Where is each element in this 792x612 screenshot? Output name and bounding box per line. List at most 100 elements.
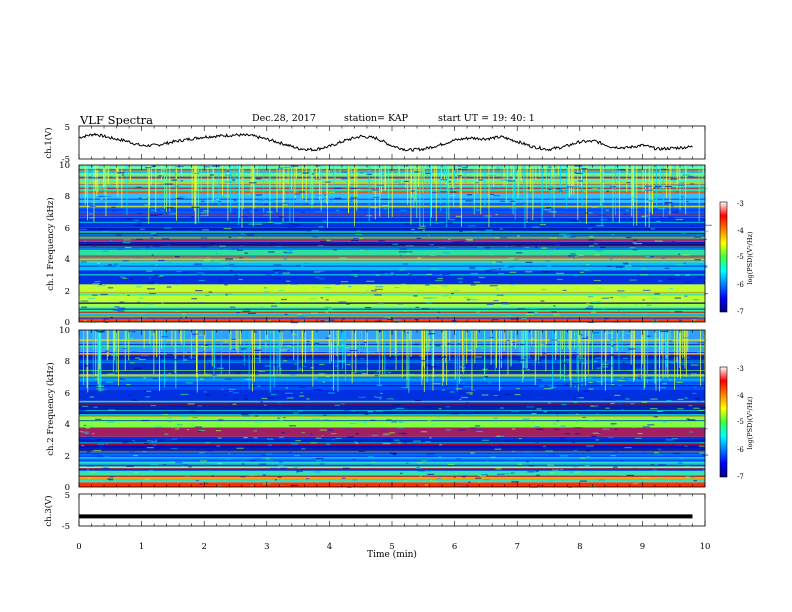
spec-speckle (320, 297, 324, 299)
spec-speckle (358, 450, 365, 452)
spec-streak (604, 330, 606, 391)
x-tick-label: 0 (76, 542, 81, 552)
spec-streak (230, 165, 232, 213)
spec-speckle (330, 433, 337, 435)
spec-speckle (666, 400, 672, 402)
spec-speckle (306, 398, 310, 400)
spec-speckle (469, 393, 473, 395)
spec-speckle (373, 271, 377, 274)
spec-speckle (383, 208, 388, 210)
spec-streak (446, 165, 448, 228)
spec-speckle (168, 372, 171, 374)
spec-speckle (370, 419, 376, 421)
spec-speckle (526, 320, 529, 322)
spec-speckle (587, 212, 593, 214)
spec-speckle (592, 332, 599, 334)
spec-speckle (166, 261, 173, 263)
spec-speckle (499, 387, 502, 389)
spec-speckle (148, 282, 155, 284)
spec-streak (687, 330, 689, 352)
spec-streak (621, 330, 623, 352)
spec-speckle (199, 483, 203, 485)
spec-speckle (574, 385, 577, 387)
spec-speckle (396, 432, 403, 435)
ch2-spec-ytick-8: 8 (65, 357, 70, 367)
spec-speckle (592, 187, 598, 190)
spec-streak (528, 330, 530, 358)
spec-streak (503, 165, 505, 186)
spec-streak (426, 330, 427, 352)
spec-speckle (310, 433, 313, 435)
spec-speckle (140, 354, 149, 357)
spec-speckle (395, 354, 401, 356)
spec-speckle (355, 233, 362, 236)
spec-speckle (257, 347, 261, 349)
spec-streak (395, 330, 397, 355)
spec-speckle (217, 419, 224, 421)
spec-speckle (281, 298, 287, 301)
spec-streak (250, 330, 252, 345)
spec-speckle (253, 437, 258, 439)
spec-speckle (621, 377, 624, 379)
spec-speckle (470, 182, 477, 184)
spec-speckle (502, 482, 505, 484)
spec-speckle (683, 356, 690, 359)
spec-speckle (646, 377, 652, 379)
spec-speckle (654, 185, 662, 187)
spec-speckle (678, 364, 685, 366)
spec-speckle (390, 272, 395, 274)
spec-speckle (191, 216, 194, 218)
spec-streak (419, 165, 421, 227)
spec-line (79, 458, 705, 460)
spec-speckle (379, 398, 382, 400)
spec-speckle (496, 288, 499, 290)
spec-streak (207, 165, 209, 216)
spec-speckle (246, 193, 251, 195)
spec-speckle (329, 200, 333, 202)
spec-speckle (174, 405, 181, 408)
spec-streak (114, 330, 116, 361)
spec-speckle (242, 310, 251, 312)
spec-streak (605, 330, 607, 362)
spec-speckle (470, 268, 477, 270)
spec-streak (684, 330, 685, 359)
spec-speckle (548, 188, 552, 190)
spec-streak (517, 165, 519, 199)
spec-speckle (670, 173, 675, 175)
spec-speckle (384, 273, 388, 275)
spec-speckle (175, 462, 183, 464)
spec-speckle (91, 453, 99, 456)
spec-speckle (83, 365, 89, 367)
spec-speckle (340, 281, 349, 283)
spec-speckle (314, 377, 318, 379)
spec-speckle (167, 401, 171, 403)
spec-speckle (96, 388, 104, 390)
spec-streak (397, 165, 399, 174)
spec-streak (421, 165, 422, 183)
spec-speckle (636, 274, 640, 277)
spec-speckle (475, 182, 479, 184)
spec-speckle (410, 195, 414, 197)
spec-speckle (228, 236, 232, 238)
spec-streak (149, 330, 151, 344)
spec-speckle (688, 419, 696, 421)
spec-speckle (573, 452, 577, 454)
spec-streak (401, 330, 403, 378)
spec-speckle (614, 394, 621, 396)
spec-speckle (319, 463, 325, 465)
ch1-spec-ytick-2: 2 (65, 287, 70, 297)
spec-streak (484, 165, 486, 208)
spec-speckle (419, 475, 422, 477)
spec-speckle (367, 372, 373, 374)
spec-streak (444, 330, 445, 343)
spec-speckle (549, 237, 558, 239)
spec-speckle (481, 304, 486, 306)
spec-speckle (160, 209, 165, 211)
spec-speckle (642, 426, 650, 428)
spec-speckle (207, 360, 212, 362)
spec-speckle (181, 416, 188, 418)
spec-speckle (394, 319, 401, 321)
spec-band (79, 427, 705, 437)
spec-speckle (223, 266, 232, 268)
spec-speckle (165, 363, 169, 366)
